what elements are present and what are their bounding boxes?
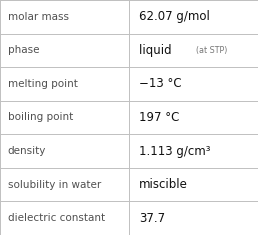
Text: melting point: melting point: [8, 79, 78, 89]
Text: (at STP): (at STP): [196, 46, 228, 55]
Text: 197 °C: 197 °C: [139, 111, 180, 124]
Text: molar mass: molar mass: [8, 12, 69, 22]
Text: phase: phase: [8, 45, 39, 55]
Text: dielectric constant: dielectric constant: [8, 213, 105, 223]
Text: 1.113 g/cm³: 1.113 g/cm³: [139, 145, 211, 158]
Text: −13 °C: −13 °C: [139, 77, 182, 90]
Text: boiling point: boiling point: [8, 113, 73, 122]
Text: solubility in water: solubility in water: [8, 180, 101, 190]
Text: liquid: liquid: [139, 44, 180, 57]
Text: 62.07 g/mol: 62.07 g/mol: [139, 10, 210, 23]
Text: 37.7: 37.7: [139, 212, 165, 225]
Text: density: density: [8, 146, 46, 156]
Text: miscible: miscible: [139, 178, 188, 191]
